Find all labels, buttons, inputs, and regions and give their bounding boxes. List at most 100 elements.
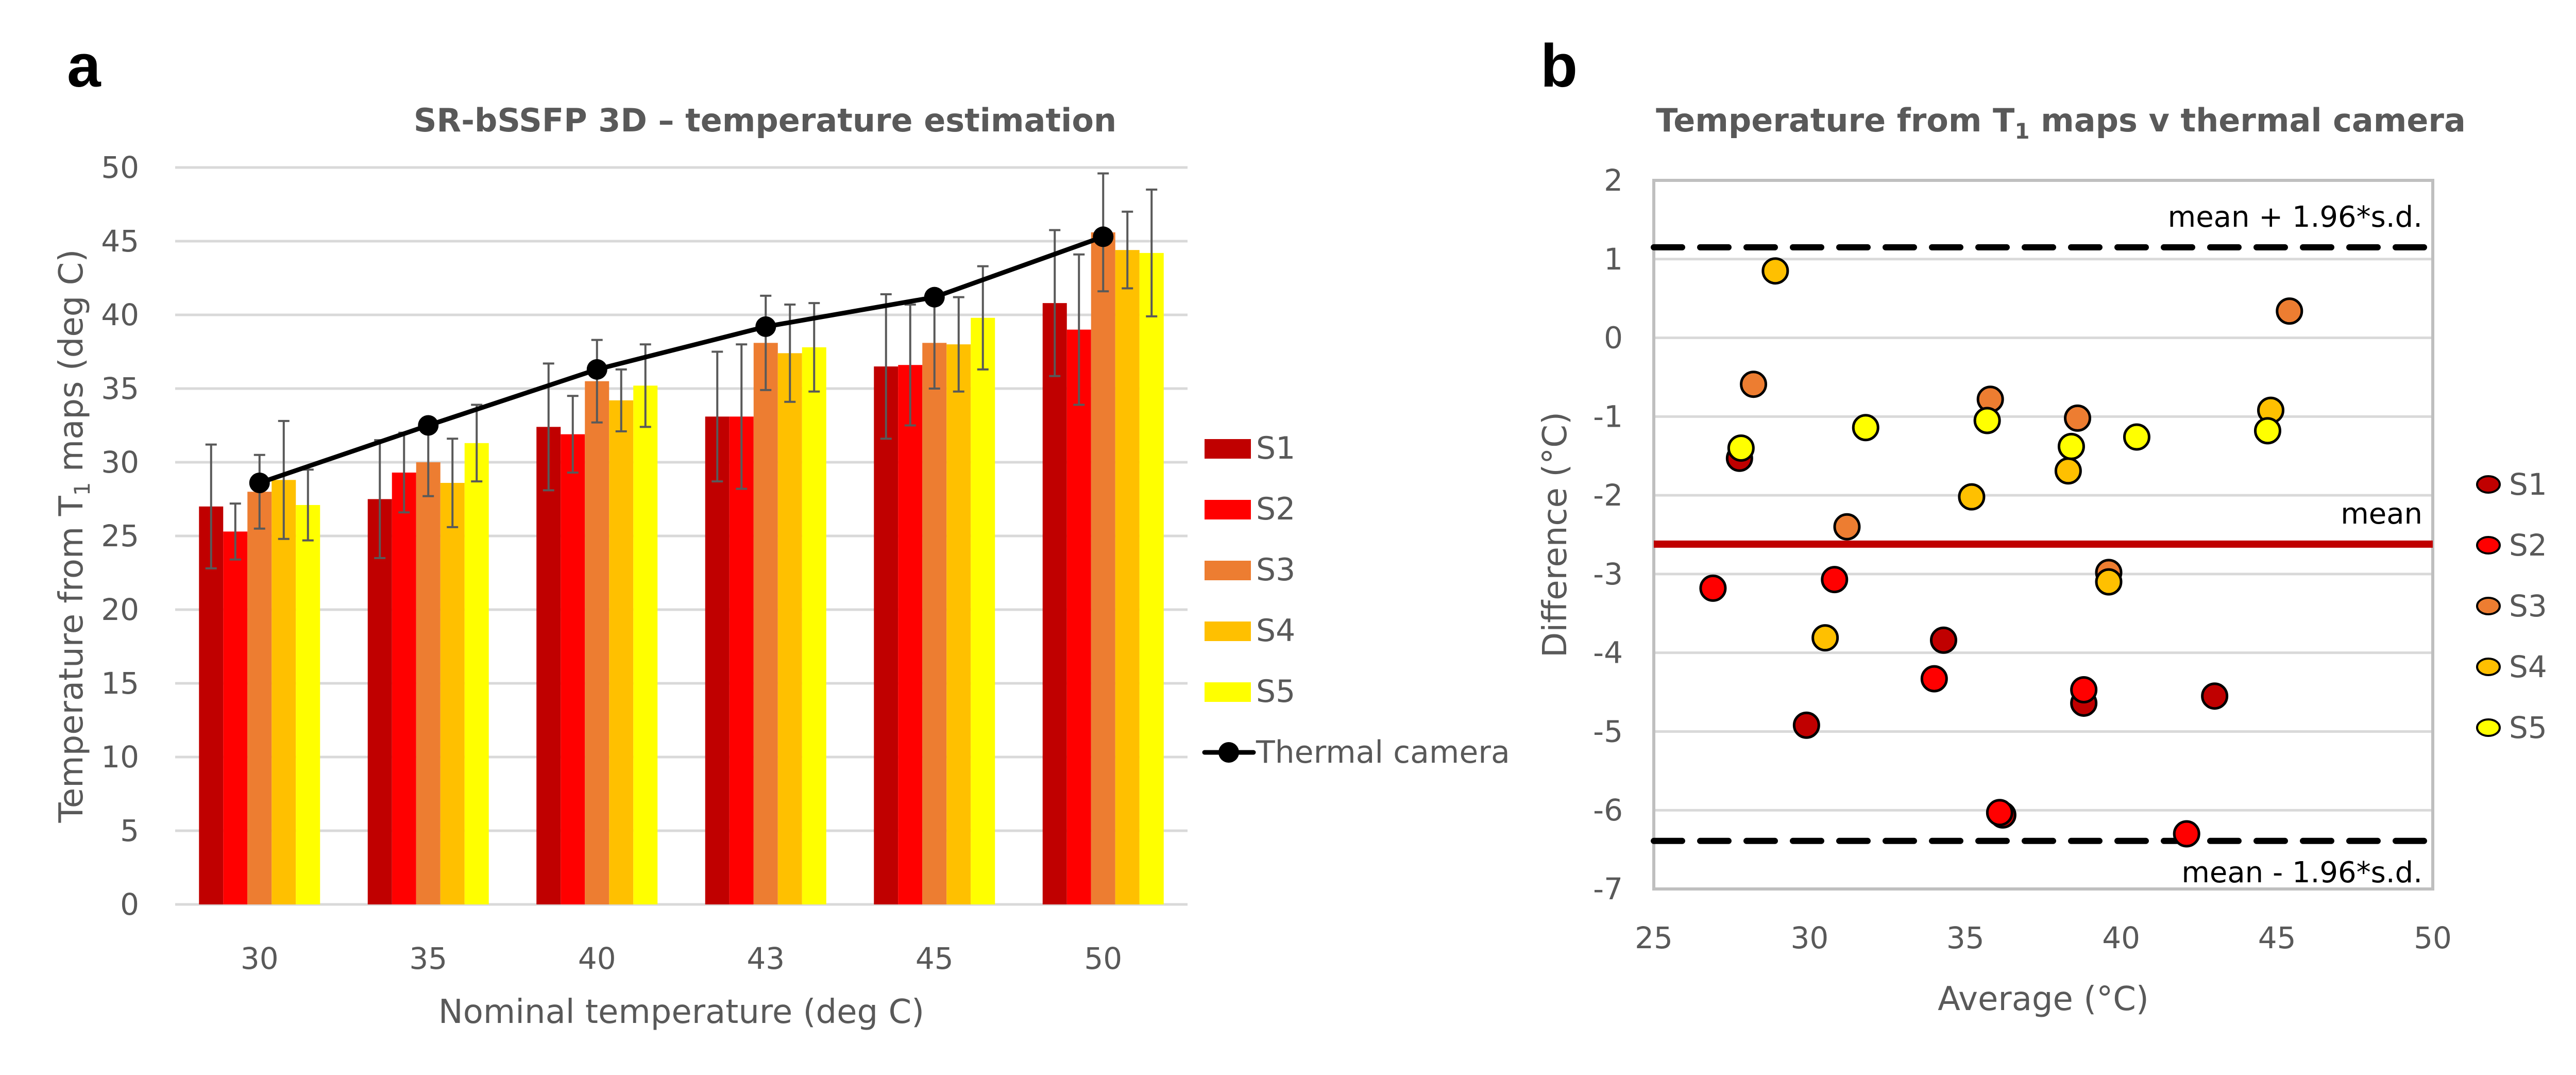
legend-item-S4: S4 [2476,649,2547,684]
bar-S4-43 [777,353,802,904]
x-tick-label: 45 [916,941,954,976]
y-tick-label: 0 [120,887,139,922]
bland-altman-scatter: Temperature from T1 maps v thermal camer… [1536,102,2547,1018]
x-tick-label: 30 [1790,920,1828,955]
x-tick-label: 30 [241,941,279,976]
legend-marker-S4 [2476,658,2501,676]
error-bar-S4-40 [615,368,627,432]
scatter-point-S2 [2173,820,2200,848]
y-tick-label: -1 [1593,399,1623,434]
y-tick-label: 0 [1604,321,1623,356]
legend-label-S1: S1 [1256,430,1295,466]
y-tick-label: -6 [1593,793,1623,828]
bar-S1-43 [705,416,730,904]
y-tick-label: 50 [101,150,139,185]
error-bar-S4-45 [953,296,964,393]
error-bar-S3-40 [591,339,603,424]
bar-S5-40 [633,385,658,904]
scatter-point-S3 [2276,297,2303,325]
legend-label-S5: S5 [1256,674,1295,710]
scatter-point-S3 [1833,513,1861,541]
y-axis-label: Temperature from T1 maps (deg C) [53,249,95,824]
legend-label-S4: S4 [1256,613,1295,649]
error-bar-S4-50 [1122,210,1133,290]
bar-S2-30 [223,531,248,904]
bar-S2-45 [898,365,923,904]
scatter-point-S5 [2123,423,2150,451]
legend-marker-S1 [2476,475,2501,494]
thermal-camera-point-35 [418,415,439,436]
thermal-camera-point-30 [249,473,270,494]
bar-S1-50 [1042,303,1067,904]
legend-label-S1: S1 [2509,467,2547,502]
legend-item-S2: S2 [2476,528,2547,563]
error-bar-S2-40 [567,395,579,474]
bar-S3-30 [247,492,272,904]
scatter-point-S4 [1761,257,1789,285]
lower-line-label: mean - 1.96*s.d. [2181,856,2422,889]
x-tick-label: 50 [2414,920,2452,955]
title-main: Temperature from T [1656,102,2014,139]
legend-item-S4: S4 [1205,613,1295,649]
y-tick-label: 15 [101,666,139,701]
y-tick-label: 40 [101,297,139,332]
mean-line-label: mean [2341,497,2422,531]
legend-swatch-S3 [1205,561,1251,580]
legend-swatch-S2 [1205,500,1251,519]
y-tick-label: 10 [101,740,139,775]
title-tail: maps v thermal camera [2030,102,2466,139]
scatter-point-S3 [1740,371,1768,398]
bar-S5-35 [464,443,489,904]
error-bar-S2-50 [1073,253,1085,406]
scatter-point-S1 [1792,711,1820,739]
bar-S5-50 [1139,253,1164,904]
scatter-point-S2 [1920,665,1948,693]
scatter-point-S5 [2057,432,2085,460]
y-tick-label: -5 [1593,714,1623,749]
y-axis-label-subscript: 1 [70,482,95,496]
scatter-point-S2 [1821,566,1849,594]
y-axis-label-main: Temperature from T [53,495,91,823]
legend-label-S2: S2 [1256,491,1295,527]
error-bar-S5-45 [977,265,989,371]
legend-label-S5: S5 [2509,710,2547,745]
error-bar-S2-30 [229,502,241,561]
scatter-point-S5 [1852,414,1879,442]
x-tick-label: 35 [409,941,447,976]
x-axis-label: Nominal temperature (deg C) [438,993,924,1031]
scatter-point-S5 [2253,417,2281,445]
bar-S3-40 [585,381,609,904]
x-tick-label: 35 [1946,920,1985,955]
y-axis-label: Difference (°C) [1536,412,1574,658]
legend-marker-S2 [2476,536,2501,555]
error-bar-S1-30 [205,443,217,569]
bar-S2-50 [1066,329,1091,904]
error-bar-S4-35 [447,438,459,528]
bar-S3-35 [416,462,440,904]
legend-item-S3: S3 [2476,589,2547,624]
error-bar-S1-45 [880,293,892,440]
scatter-point-S5 [1973,407,2001,434]
legend-swatch-S5 [1205,682,1251,702]
x-tick-label: 40 [2102,920,2140,955]
y-axis-label-tail: maps (deg C) [53,249,91,482]
bar-S1-40 [536,427,561,904]
legend-swatch-S1 [1205,439,1251,459]
x-axis-label: Average (°C) [1938,980,2149,1018]
legend-item-S2: S2 [1205,491,1295,527]
y-tick-label: -3 [1593,557,1623,592]
legend-label-S3: S3 [2509,589,2547,624]
legend-item-S3: S3 [1205,552,1295,588]
error-bar-S3-43 [760,294,772,391]
legend-marker-S5 [2476,718,2501,737]
bar-S3-43 [753,343,778,904]
y-tick-label: 25 [101,518,139,553]
y-tick-label: -2 [1593,478,1623,513]
scatter-point-S2 [2070,676,2098,703]
legend-item-S1: S1 [1205,430,1295,466]
y-tick-label: -4 [1593,635,1623,670]
legend-label-S3: S3 [1256,552,1295,588]
bar-chart-temperature-estimation: SR-bSSFP 3D – temperature estimation 0 5 10… [53,102,1510,1031]
bar-S3-45 [922,343,947,904]
scatter-point-S2 [1699,574,1727,602]
